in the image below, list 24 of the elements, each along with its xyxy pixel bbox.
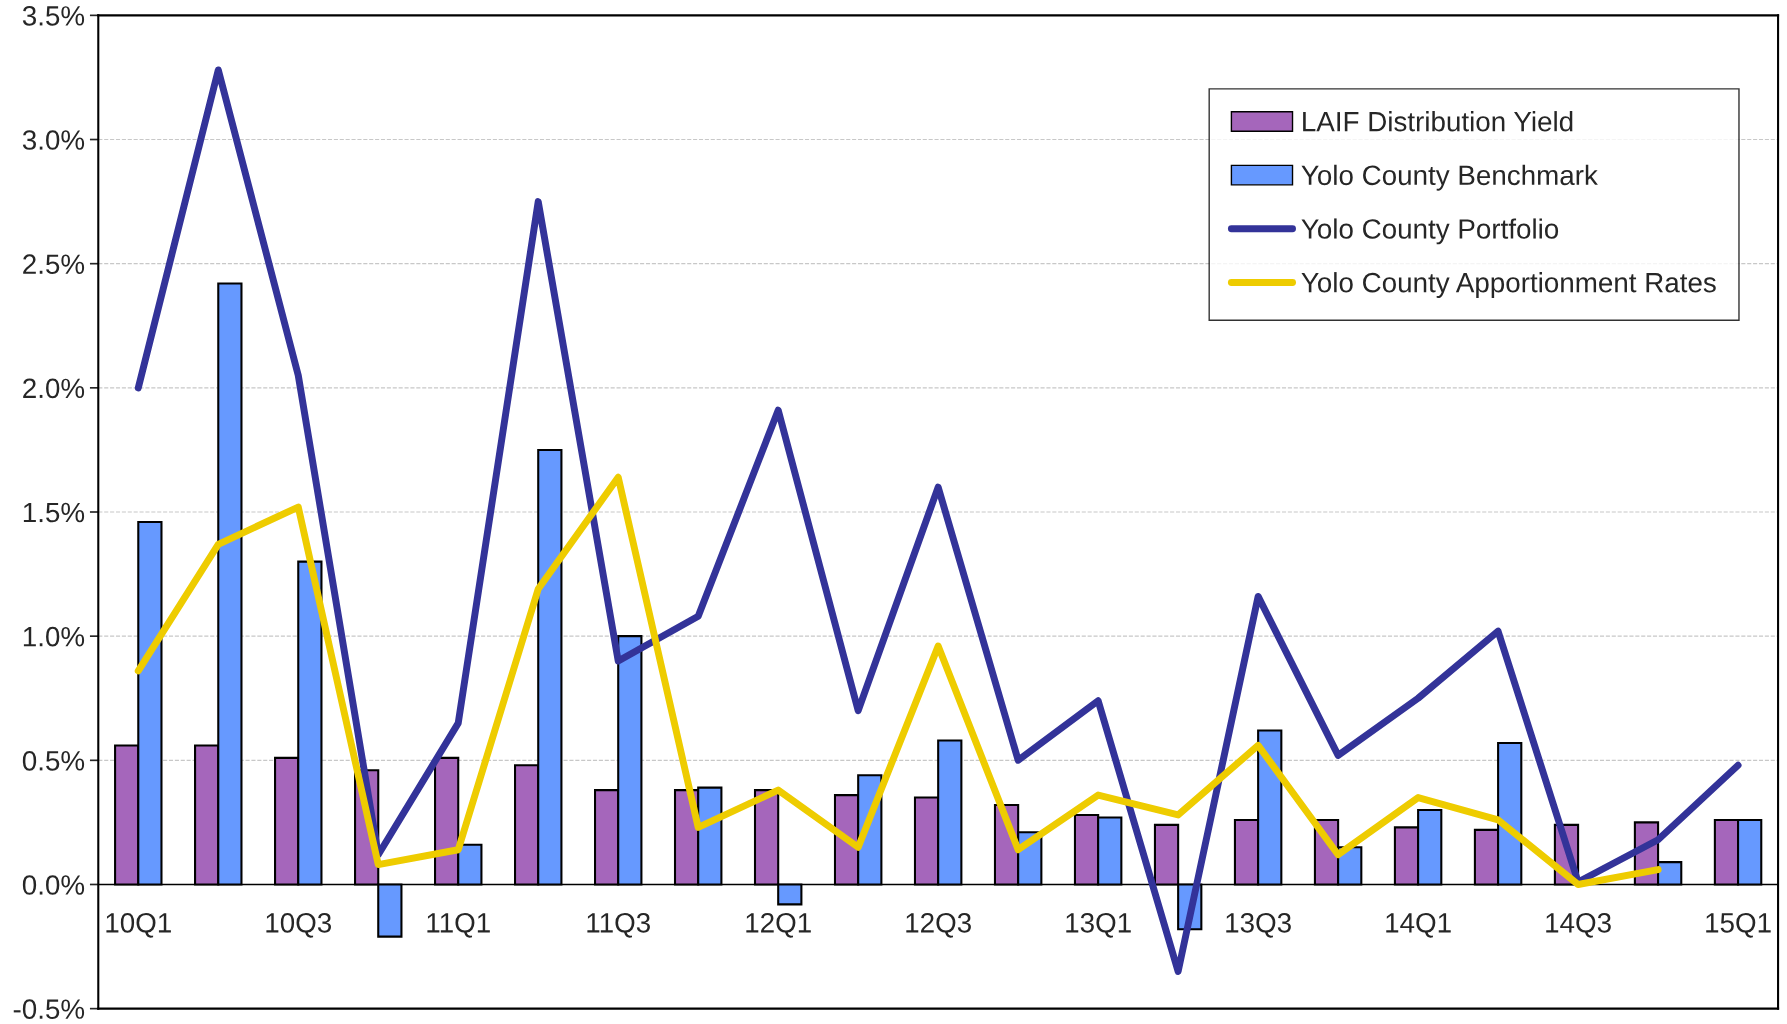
legend-label: Yolo County Benchmark — [1301, 164, 1598, 191]
y-tick-label: 3.5% — [22, 6, 85, 26]
y-tick-label: 0.5% — [22, 750, 85, 771]
y-tick-label: 2.0% — [23, 378, 85, 399]
y-tick-label: 1.0% — [23, 626, 85, 647]
y-tick-label: 2.5% — [23, 254, 85, 275]
legend-label: LAIF Distribution Yield — [1303, 111, 1573, 132]
legend-label: Yolo County Apportionment Rates — [1301, 272, 1716, 298]
x-tick-label: 10Q3 — [266, 912, 332, 938]
y-tick-label: -0.5% — [13, 999, 85, 1019]
x-tick-label: 11Q3 — [587, 912, 650, 938]
legend-label: Yolo County Portfolio — [1301, 218, 1559, 245]
y-tick-label: 0.0% — [22, 875, 85, 895]
x-tick-label: 13Q1 — [1066, 912, 1131, 938]
x-tick-label: 12Q3 — [906, 912, 971, 938]
x-tick-label: 14Q3 — [1546, 912, 1611, 938]
x-tick-label: 12Q1 — [746, 912, 811, 938]
x-tick-label: 11Q1 — [427, 912, 490, 938]
x-tick-label: 13Q3 — [1226, 912, 1291, 938]
x-tick-label: 10Q1 — [106, 912, 171, 938]
x-tick-label: 15Q1 — [1706, 912, 1771, 938]
y-tick-label: 3.0% — [22, 130, 85, 150]
y-tick-label: 1.5% — [23, 502, 85, 523]
x-tick-label: 14Q1 — [1386, 912, 1451, 938]
